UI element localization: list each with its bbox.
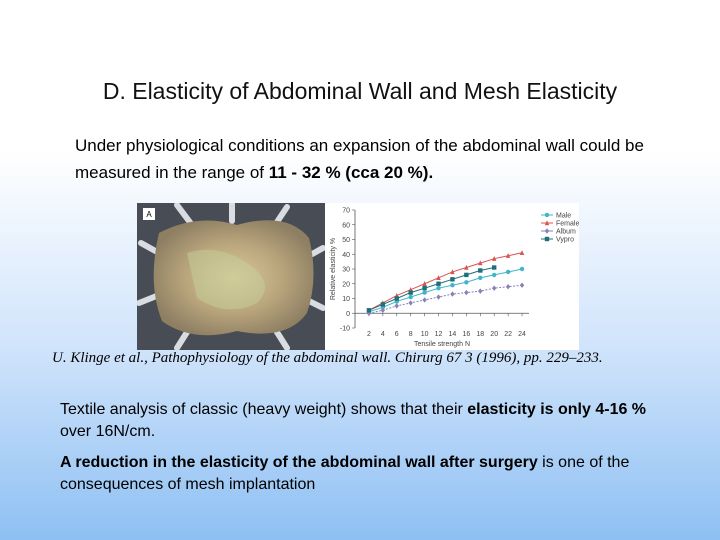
x-tick-label: 22	[504, 331, 512, 338]
x-tick-label: 10	[421, 331, 429, 338]
slide-title: D. Elasticity of Abdominal Wall and Mesh…	[102, 78, 618, 104]
marker	[464, 289, 469, 296]
marker	[505, 284, 511, 290]
intro-text: Under physiological conditions an expans…	[75, 132, 675, 186]
x-tick-label: 18	[476, 331, 484, 338]
marker	[492, 255, 497, 261]
x-tick-label: 14	[449, 331, 457, 338]
y-tick-label: 70	[342, 208, 350, 215]
marker	[492, 285, 497, 291]
legend-label: Album	[556, 229, 576, 236]
marker	[436, 285, 441, 291]
marker	[394, 296, 399, 301]
y-tick-label: -10	[340, 326, 350, 333]
intro-bold: 11 - 32 % (cca 20 %).	[268, 163, 434, 182]
y-tick-label: 60	[342, 222, 350, 229]
marker	[436, 281, 441, 286]
clamps	[137, 203, 326, 350]
marker	[450, 283, 455, 288]
marker	[366, 308, 372, 313]
y-tick-label: 40	[342, 252, 350, 259]
legend-label: Male	[556, 213, 571, 220]
text: Textile analysis of classic (heavy weigh…	[60, 401, 468, 418]
marker	[422, 297, 427, 303]
bold-text: A reduction in the elasticity of the abd…	[60, 454, 538, 471]
text: over 16N/cm.	[60, 423, 156, 440]
marker	[464, 264, 469, 270]
y-tick-label: 10	[342, 296, 350, 303]
x-tick-label: 2	[367, 331, 371, 338]
marker	[408, 294, 413, 300]
marker	[492, 265, 497, 270]
x-tick-label: 8	[409, 331, 413, 338]
bold-text: elasticity is only 4-16 %	[467, 401, 647, 418]
legend-label: Vypro	[556, 237, 574, 244]
y-tick-label: 50	[342, 237, 350, 244]
panel-label-box	[143, 208, 155, 220]
marker	[519, 250, 525, 255]
marker	[519, 266, 525, 272]
legend-label: Female	[556, 221, 579, 228]
marker	[436, 294, 441, 300]
paragraph: Textile analysis of classic (heavy weigh…	[60, 399, 680, 443]
marker	[492, 272, 497, 278]
marker	[505, 253, 511, 258]
y-axis-label: Relative elasticity %	[330, 238, 337, 300]
marker	[505, 269, 511, 275]
series-line	[368, 284, 523, 314]
marker	[478, 260, 483, 266]
y-tick-label: 0	[346, 311, 350, 318]
intro-plain: Under physiological conditions an expans…	[75, 136, 644, 182]
x-axis-label: Tensile strength N	[414, 341, 470, 348]
x-tick-label: 12	[435, 331, 443, 338]
panel-label: A	[146, 210, 152, 219]
marker	[544, 220, 550, 226]
marker	[544, 236, 550, 242]
x-tick-label: 20	[490, 331, 498, 338]
marker	[478, 288, 483, 294]
text: is one of the consequences of mesh impla…	[60, 454, 630, 493]
marker	[478, 275, 483, 281]
marker	[408, 290, 413, 295]
x-tick-label: 6	[395, 331, 399, 338]
series-line	[368, 252, 523, 311]
tissue-patch	[187, 249, 265, 310]
marker	[464, 272, 469, 278]
x-tick-label: 16	[462, 331, 470, 338]
marker	[422, 285, 427, 291]
x-tick-label: 24	[518, 331, 526, 338]
y-tick-label: 20	[342, 281, 350, 288]
marker	[422, 290, 427, 295]
marker	[544, 228, 550, 234]
marker	[544, 212, 550, 218]
marker	[394, 303, 399, 309]
marker	[464, 280, 469, 285]
paragraph: A reduction in the elasticity of the abd…	[60, 452, 690, 496]
series-line	[368, 267, 495, 311]
marker	[450, 269, 455, 275]
marker	[408, 300, 413, 306]
marker	[436, 275, 441, 281]
y-tick-label: 30	[342, 267, 350, 274]
chart-bg	[325, 203, 579, 350]
series-line	[368, 268, 523, 313]
marker	[450, 277, 455, 282]
marker	[450, 291, 455, 297]
marker	[478, 268, 483, 273]
citation: U. Klinge et al., Pathophysiology of the…	[52, 350, 603, 366]
marker	[380, 302, 386, 307]
marker	[422, 281, 427, 286]
x-tick-label: 4	[381, 331, 385, 338]
